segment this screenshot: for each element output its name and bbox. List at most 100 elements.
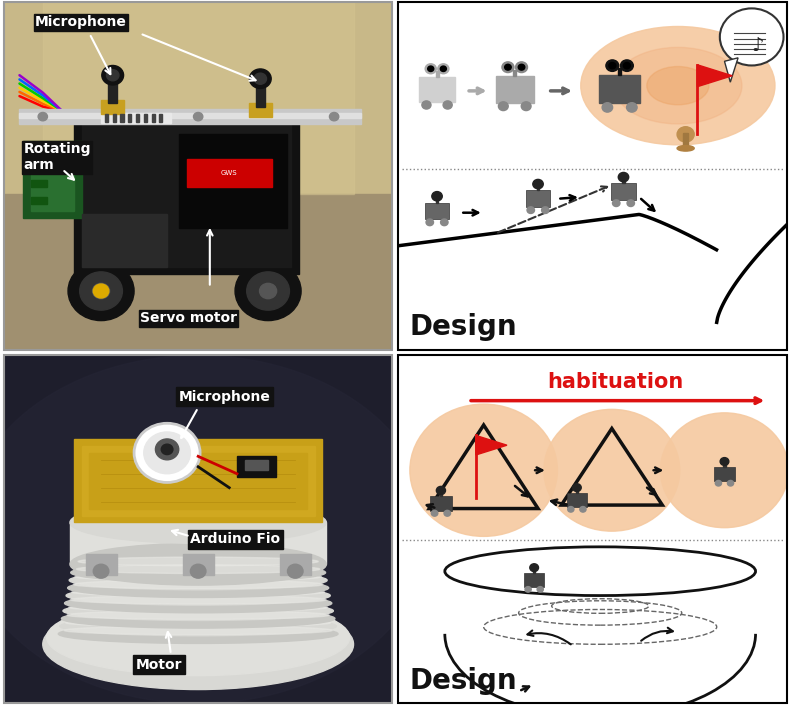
- Circle shape: [518, 64, 525, 70]
- Bar: [683, 133, 688, 148]
- Circle shape: [626, 103, 637, 112]
- Ellipse shape: [75, 573, 321, 581]
- Circle shape: [190, 564, 206, 578]
- Text: GWS: GWS: [221, 170, 237, 175]
- Circle shape: [425, 64, 436, 74]
- Ellipse shape: [58, 624, 338, 643]
- Text: Motor: Motor: [136, 658, 182, 672]
- Bar: [31, 162, 47, 169]
- Bar: [81, 124, 291, 267]
- Circle shape: [38, 112, 47, 121]
- Bar: [599, 75, 640, 103]
- Circle shape: [193, 112, 203, 121]
- Bar: [136, 114, 139, 122]
- Circle shape: [602, 103, 612, 112]
- Circle shape: [254, 73, 267, 84]
- Ellipse shape: [47, 599, 350, 676]
- Ellipse shape: [68, 578, 329, 597]
- Bar: [159, 114, 163, 122]
- Ellipse shape: [65, 594, 332, 613]
- Ellipse shape: [0, 356, 432, 703]
- Text: Design: Design: [409, 313, 518, 341]
- Bar: [31, 197, 47, 204]
- Bar: [724, 463, 726, 467]
- Circle shape: [438, 64, 449, 74]
- Circle shape: [432, 192, 443, 201]
- Ellipse shape: [63, 602, 333, 621]
- Circle shape: [102, 66, 124, 85]
- Bar: [237, 456, 276, 477]
- Bar: [20, 113, 361, 118]
- Ellipse shape: [43, 599, 353, 689]
- Bar: [533, 569, 535, 573]
- Circle shape: [428, 66, 434, 71]
- Circle shape: [619, 173, 629, 182]
- Ellipse shape: [69, 571, 327, 590]
- Circle shape: [107, 70, 119, 81]
- Text: Arduino Fio: Arduino Fio: [190, 532, 281, 547]
- Text: Microphone: Microphone: [179, 390, 271, 404]
- Circle shape: [660, 413, 788, 527]
- Text: Servo motor: Servo motor: [140, 311, 237, 325]
- Bar: [179, 134, 287, 228]
- Bar: [601, 81, 638, 100]
- Circle shape: [612, 200, 620, 206]
- Ellipse shape: [71, 563, 326, 582]
- Bar: [81, 446, 315, 515]
- Bar: [567, 493, 587, 507]
- Polygon shape: [74, 439, 323, 522]
- Circle shape: [541, 206, 549, 214]
- Circle shape: [436, 486, 446, 495]
- Circle shape: [426, 219, 433, 226]
- Circle shape: [440, 66, 447, 71]
- Circle shape: [568, 506, 574, 512]
- Circle shape: [677, 127, 694, 142]
- Ellipse shape: [65, 619, 331, 627]
- Bar: [74, 117, 299, 274]
- Bar: [513, 70, 516, 76]
- Circle shape: [525, 587, 531, 592]
- Bar: [498, 81, 532, 100]
- Polygon shape: [476, 436, 507, 455]
- Bar: [24, 141, 81, 218]
- Bar: [101, 113, 171, 122]
- Circle shape: [247, 272, 290, 310]
- Circle shape: [161, 444, 173, 455]
- Bar: [113, 114, 116, 122]
- Circle shape: [93, 284, 109, 298]
- Ellipse shape: [60, 617, 336, 636]
- Bar: [4, 2, 392, 194]
- Circle shape: [527, 206, 534, 214]
- Bar: [611, 183, 636, 200]
- Circle shape: [537, 587, 544, 592]
- Bar: [186, 159, 272, 187]
- Bar: [245, 460, 268, 470]
- Ellipse shape: [62, 609, 335, 628]
- Bar: [108, 82, 118, 103]
- Ellipse shape: [66, 586, 331, 605]
- Circle shape: [609, 62, 616, 69]
- Text: Design: Design: [409, 667, 518, 695]
- Circle shape: [515, 62, 528, 73]
- Ellipse shape: [77, 565, 320, 573]
- Circle shape: [502, 62, 514, 73]
- Bar: [430, 496, 451, 510]
- Text: habituation: habituation: [548, 372, 684, 392]
- Bar: [121, 114, 124, 122]
- Bar: [425, 203, 449, 219]
- Ellipse shape: [614, 47, 742, 124]
- Bar: [20, 110, 361, 124]
- Bar: [495, 76, 534, 103]
- Bar: [421, 82, 453, 99]
- Bar: [70, 522, 327, 564]
- Bar: [436, 71, 439, 76]
- Circle shape: [573, 484, 581, 491]
- Polygon shape: [697, 65, 732, 87]
- Text: Microphone: Microphone: [35, 16, 127, 30]
- Ellipse shape: [72, 588, 324, 597]
- Circle shape: [620, 60, 634, 71]
- Ellipse shape: [67, 611, 329, 619]
- Bar: [576, 489, 578, 493]
- Bar: [623, 180, 625, 183]
- Bar: [526, 190, 550, 207]
